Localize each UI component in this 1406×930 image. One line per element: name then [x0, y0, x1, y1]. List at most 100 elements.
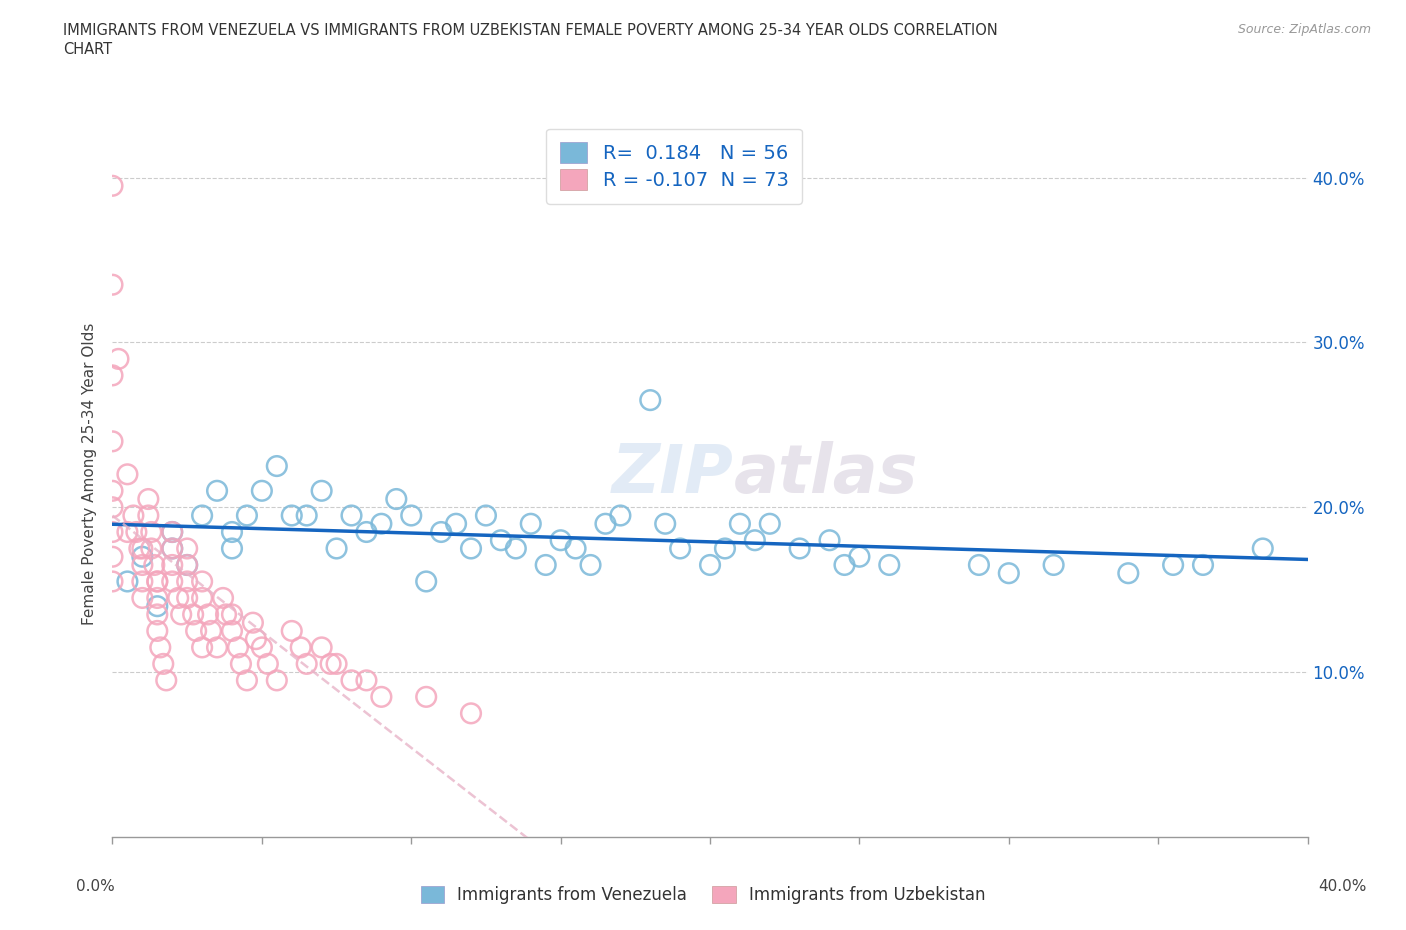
Point: [176, 591, 198, 605]
Point: [101, 368, 124, 383]
Point: [101, 434, 124, 449]
Point: [146, 607, 169, 622]
Point: [200, 623, 222, 638]
Point: [609, 508, 631, 523]
Point: [138, 508, 160, 523]
Point: [640, 392, 662, 407]
Point: [117, 525, 139, 539]
Point: [595, 516, 617, 531]
Point: [520, 516, 543, 531]
Point: [101, 277, 124, 292]
Point: [101, 574, 124, 589]
Point: [311, 484, 333, 498]
Point: [131, 591, 153, 605]
Point: [967, 557, 990, 572]
Point: [176, 557, 198, 572]
Point: [146, 591, 169, 605]
Point: [295, 657, 318, 671]
Point: [1251, 541, 1274, 556]
Point: [205, 640, 228, 655]
Point: [998, 565, 1021, 580]
Point: [128, 541, 150, 556]
Point: [155, 673, 177, 688]
Point: [117, 574, 139, 589]
Point: [107, 352, 129, 366]
Point: [236, 508, 259, 523]
Point: [162, 541, 183, 556]
Point: [505, 541, 527, 556]
Point: [146, 599, 169, 614]
Point: [714, 541, 737, 556]
Point: [101, 484, 124, 498]
Point: [131, 550, 153, 565]
Point: [250, 484, 273, 498]
Point: [325, 657, 347, 671]
Point: [579, 557, 602, 572]
Point: [759, 516, 782, 531]
Point: [146, 574, 169, 589]
Point: [170, 607, 193, 622]
Point: [460, 706, 482, 721]
Point: [460, 541, 482, 556]
Text: atlas: atlas: [734, 442, 918, 507]
Point: [534, 557, 557, 572]
Point: [146, 623, 169, 638]
Point: [1161, 557, 1184, 572]
Point: [226, 640, 249, 655]
Legend: R=  0.184   N = 56, R = -0.107  N = 73: R= 0.184 N = 56, R = -0.107 N = 73: [547, 128, 801, 204]
Text: IMMIGRANTS FROM VENEZUELA VS IMMIGRANTS FROM UZBEKISTAN FEMALE POVERTY AMONG 25-: IMMIGRANTS FROM VENEZUELA VS IMMIGRANTS …: [63, 23, 998, 38]
Point: [191, 508, 214, 523]
Point: [176, 557, 198, 572]
Point: [146, 574, 169, 589]
Point: [340, 673, 363, 688]
Point: [229, 657, 252, 671]
Legend: Immigrants from Venezuela, Immigrants from Uzbekistan: Immigrants from Venezuela, Immigrants fr…: [412, 878, 994, 912]
Point: [744, 533, 766, 548]
Point: [1042, 557, 1064, 572]
Point: [250, 640, 273, 655]
Point: [489, 533, 512, 548]
Point: [191, 640, 214, 655]
Point: [191, 574, 214, 589]
Point: [370, 516, 392, 531]
Point: [245, 631, 267, 646]
Point: [162, 525, 183, 539]
Point: [117, 467, 139, 482]
Point: [141, 525, 163, 539]
Point: [131, 541, 153, 556]
Point: [266, 458, 288, 473]
Point: [281, 508, 304, 523]
Point: [848, 550, 870, 565]
Point: [125, 525, 148, 539]
Point: [669, 541, 692, 556]
Point: [162, 557, 183, 572]
Point: [295, 508, 318, 523]
Point: [215, 607, 238, 622]
Point: [221, 623, 243, 638]
Point: [1118, 565, 1140, 580]
Point: [475, 508, 498, 523]
Point: [319, 657, 342, 671]
Point: [205, 484, 228, 498]
Text: 0.0%: 0.0%: [76, 879, 115, 894]
Point: [191, 591, 214, 605]
Point: [564, 541, 586, 556]
Point: [340, 508, 363, 523]
Point: [818, 533, 841, 548]
Text: ZIP: ZIP: [612, 442, 734, 507]
Point: [242, 616, 264, 631]
Point: [131, 574, 153, 589]
Point: [101, 525, 124, 539]
Point: [879, 557, 901, 572]
Text: 40.0%: 40.0%: [1319, 879, 1367, 894]
Point: [152, 657, 174, 671]
Point: [162, 525, 183, 539]
Point: [186, 623, 208, 638]
Point: [550, 533, 572, 548]
Point: [834, 557, 856, 572]
Point: [138, 492, 160, 507]
Point: [236, 673, 259, 688]
Point: [212, 591, 235, 605]
Point: [385, 492, 408, 507]
Point: [101, 550, 124, 565]
